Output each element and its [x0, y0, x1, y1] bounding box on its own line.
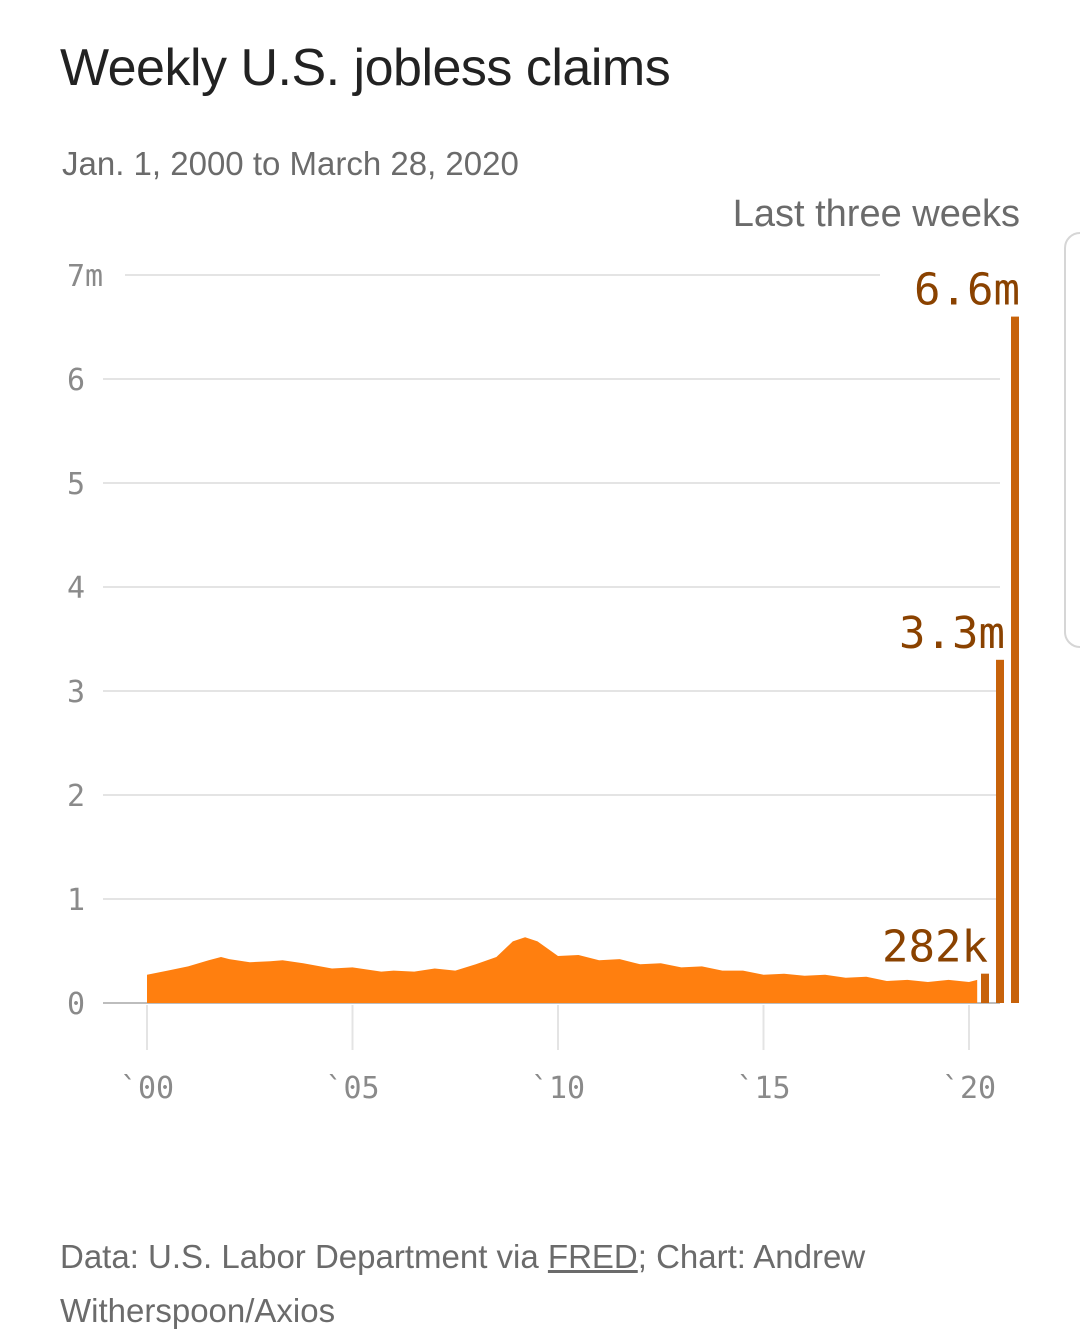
bar-label-3.3m: 3.3m	[899, 608, 1005, 659]
bar-label-282k: 282k	[882, 922, 988, 973]
bar-282k	[981, 973, 989, 1003]
y-tick-label-1: 1	[67, 883, 85, 918]
y-tick-label-3: 3	[67, 675, 85, 710]
chart-subtitle: Jan. 1, 2000 to March 28, 2020	[62, 145, 519, 182]
y-tick-label-0: 0	[67, 987, 85, 1022]
bar-6.6m	[1011, 316, 1019, 1004]
x-tick-label-2020: `20	[942, 1071, 996, 1106]
y-tick-label-2: 2	[67, 779, 85, 814]
y-tick-label-6: 6	[67, 363, 85, 398]
y-tick-label-5: 5	[67, 467, 85, 502]
side-panel-handle[interactable]	[1064, 232, 1080, 648]
highlight-bars	[981, 316, 1019, 1004]
bar-3.3m	[996, 659, 1004, 1003]
area-series	[147, 937, 978, 1003]
source-suffix: ; Chart: Andrew Witherspoon/Axios	[60, 1238, 866, 1329]
area-jobless-claims	[147, 937, 978, 1003]
x-tick-label-2010: `10	[531, 1071, 585, 1106]
x-tick-label-2005: `05	[325, 1071, 379, 1106]
grid-lines	[103, 274, 1000, 1050]
tick-labels: 0 1 2 3 4 5 6 7m `00 `05 `10 `15 `20 282k 3.3m 6.6m	[67, 259, 1020, 1106]
source-credit: Data: U.S. Labor Department via FRED; Ch…	[60, 1230, 960, 1338]
x-tick-label-2015: `15	[736, 1071, 790, 1106]
source-prefix: Data: U.S. Labor Department via	[60, 1238, 548, 1275]
annotation-heading: Last three weeks	[732, 193, 1020, 235]
chart-title: Weekly U.S. jobless claims	[60, 39, 671, 97]
fred-link[interactable]: FRED	[547, 1238, 638, 1275]
y-tick-label-4: 4	[67, 571, 85, 606]
y-tick-label-7: 7m	[67, 259, 103, 294]
jobless-claims-chart: 0 1 2 3 4 5 6 7m `00 `05 `10 `15 `20 282k 3.3m 6.6m	[67, 259, 1020, 1106]
x-tick-label-2000: `00	[120, 1071, 174, 1106]
bar-label-6.6m: 6.6m	[914, 265, 1020, 316]
